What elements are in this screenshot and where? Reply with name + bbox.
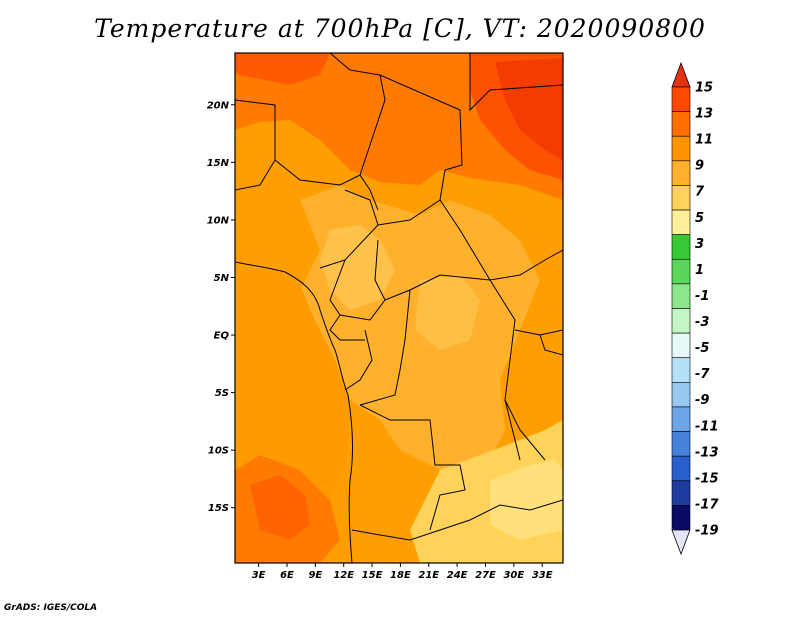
colorbar-label: 9 [695, 159, 704, 174]
lat-tick-label: 5S [215, 388, 229, 399]
colorbar-segment [671, 308, 691, 334]
colorbar-label: -7 [695, 367, 710, 382]
lon-tick-label: 21E [418, 570, 439, 581]
colorbar-segment [671, 258, 691, 285]
colorbar-segment [671, 357, 691, 383]
colorbar-segment [671, 283, 691, 309]
colorbar-segment [671, 455, 691, 482]
lat-tick-label: 5N [214, 273, 230, 284]
lon-tick-label: 33E [532, 570, 553, 581]
colorbar-segment [671, 135, 691, 162]
colorbar-label: 7 [695, 185, 705, 200]
lat-tick-label: 10S [208, 446, 229, 457]
colorbar-segment [671, 111, 691, 137]
colorbar-segment [671, 160, 691, 186]
colorbar-segment [671, 505, 691, 531]
colorbar-segment [671, 209, 691, 235]
colorbar-overflow-arrow [671, 61, 691, 88]
colorbar-segment [671, 480, 691, 506]
chart-title: Temperature at 700hPa [C], VT: 202009080… [94, 14, 706, 43]
colorbar-label: -5 [695, 341, 709, 356]
colorbar-segment [671, 234, 691, 260]
colorbar-label: 5 [695, 211, 704, 226]
lon-tick-label: 12E [333, 570, 354, 581]
colorbar-label: -19 [695, 524, 719, 539]
colorbar-segment [671, 431, 691, 457]
lat-tick-label: EQ [214, 331, 230, 342]
colorbar-segment [671, 332, 691, 359]
lon-tick-label: 3E [252, 570, 266, 581]
lon-tick-label: 18E [390, 570, 411, 581]
credit-label: GrADS: IGES/COLA [4, 603, 98, 613]
lon-tick-label: 9E [308, 570, 322, 581]
lat-tick-label: 15S [208, 503, 229, 514]
colorbar-label: -3 [695, 315, 709, 330]
plot-frame [234, 52, 564, 564]
temperature-field [235, 53, 563, 563]
colorbar-label: 11 [695, 133, 713, 148]
lat-tick-label: 20N [207, 100, 230, 111]
lon-tick-label: 24E [447, 570, 468, 581]
country-borders [235, 53, 563, 563]
colorbar-segment [671, 406, 691, 432]
colorbar: 15 13 11 9 7 5 3 1 -1 -3 -5 -7 -9 -11 -13 -15 -17 -19 [671, 61, 719, 556]
colorbar-segment [671, 382, 691, 408]
colorbar-segment [671, 185, 691, 211]
colorbar-label: -15 [695, 471, 719, 486]
colorbar-label: 1 [695, 263, 704, 278]
latitude-axis: 20N 15N 10N 5N EQ 5S 10S 15S [207, 100, 235, 514]
colorbar-label: -1 [695, 289, 709, 304]
lat-tick-label: 15N [207, 158, 230, 169]
lon-tick-label: 27E [475, 570, 496, 581]
colorbar-label: -9 [695, 393, 709, 408]
lon-tick-label: 6E [280, 570, 294, 581]
colorbar-underflow-arrow [671, 529, 691, 556]
lon-tick-label: 15E [362, 570, 383, 581]
lon-tick-label: 30E [503, 570, 524, 581]
colorbar-label: -11 [695, 419, 719, 434]
colorbar-label: 13 [695, 107, 713, 122]
colorbar-label: 15 [695, 81, 713, 96]
longitude-axis: 3E 6E 9E 12E 15E 18E 21E 24E 27E 30E 33E [252, 563, 553, 581]
colorbar-label: -13 [695, 445, 719, 460]
lat-tick-label: 10N [207, 215, 230, 226]
colorbar-segment [671, 86, 691, 112]
colorbar-label: -17 [695, 497, 719, 512]
colorbar-label: 3 [695, 237, 704, 252]
